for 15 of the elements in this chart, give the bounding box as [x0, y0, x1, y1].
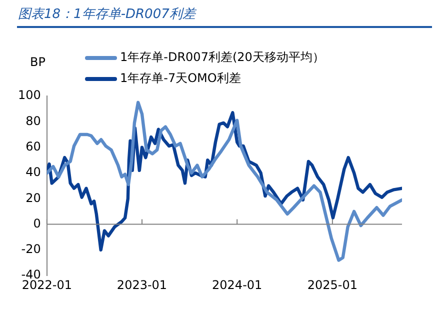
y-tick-label: 40 — [26, 165, 41, 180]
x-tick-label: 2024-01 — [212, 278, 262, 292]
x-tick-label: 2022-01 — [22, 278, 72, 292]
y-tick-label: 80 — [26, 114, 41, 128]
y-tick-label: 0 — [33, 216, 41, 230]
legend-label: 1年存单-7天OMO利差 — [120, 70, 241, 87]
y-tick-label: 100 — [18, 88, 41, 102]
y-tick-label: 20 — [26, 190, 41, 205]
legend-label: 1年存单-DR007利差(20天移动平均） — [120, 49, 324, 66]
chart-title: 图表18：1年存单-DR007利差 — [18, 6, 196, 23]
x-tick-label: 2025-01 — [307, 278, 358, 292]
y-tick-label: -20 — [21, 242, 41, 256]
y-tick-label: 60 — [26, 139, 41, 154]
y-axis-title: BP — [30, 55, 46, 69]
x-tick-label: 2023-01 — [116, 278, 168, 292]
